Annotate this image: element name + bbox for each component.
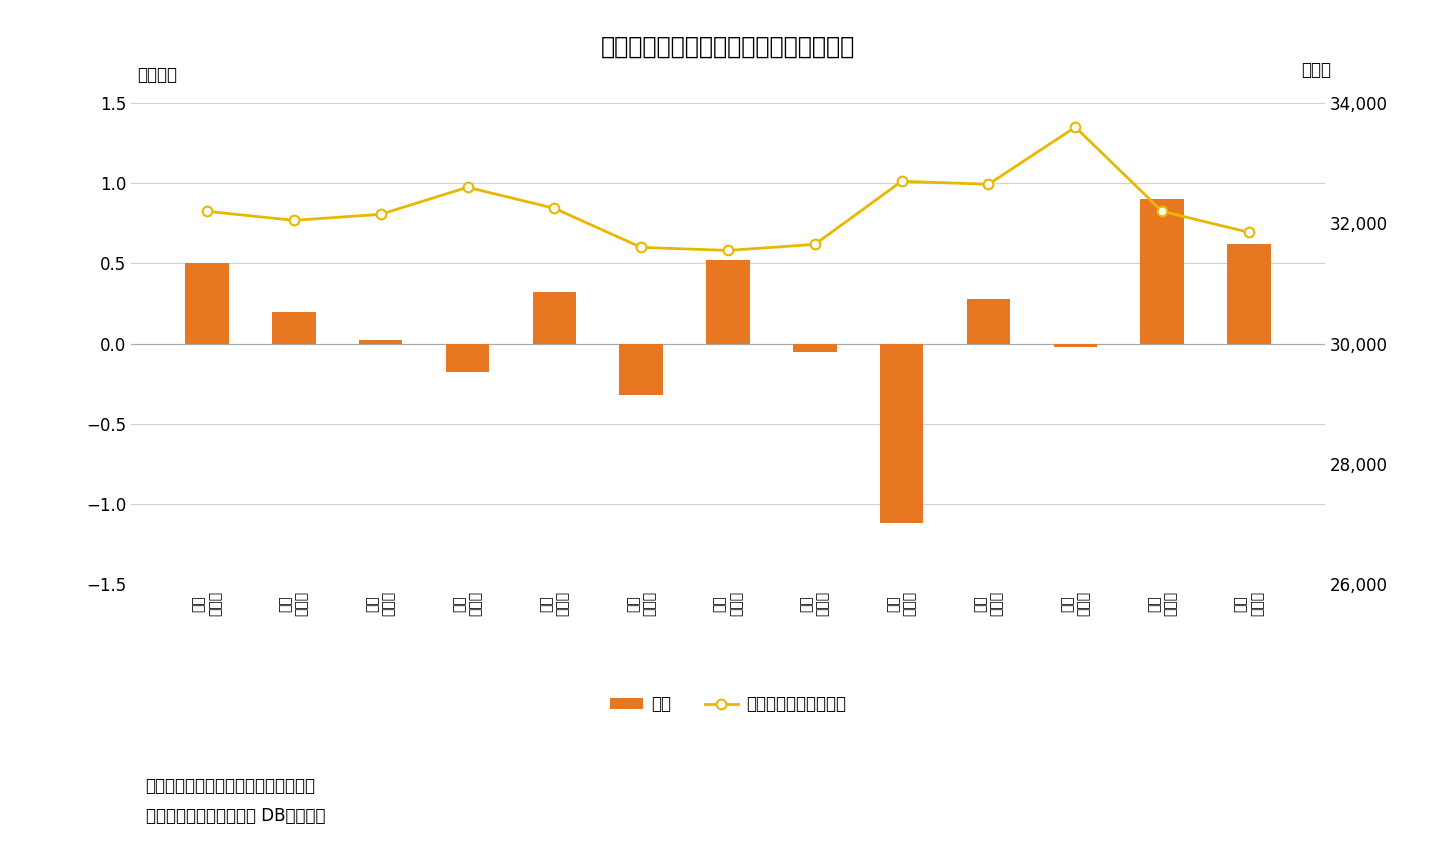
日経平均株価（右軸）: [1241, 228, 1258, 238]
日経平均株価（右軸）: [285, 216, 303, 226]
Bar: [967, 299, 1010, 344]
日経平均株価（右軸）: [807, 240, 824, 250]
Bar: [1227, 244, 1271, 344]
Text: 図表３　個人は特に９月下旬に買い越し: 図表３ 個人は特に９月下旬に買い越し: [601, 34, 855, 58]
日経平均株価（右軸）: [459, 182, 476, 192]
Bar: [706, 260, 750, 344]
Bar: [619, 344, 662, 395]
Bar: [879, 344, 923, 523]
Line: 日経平均株価（右軸）: 日経平均株価（右軸）: [202, 122, 1254, 255]
Bar: [1054, 344, 1096, 347]
Bar: [794, 344, 837, 351]
日経平均株価（右軸）: [1067, 122, 1085, 132]
Bar: [272, 312, 316, 344]
Bar: [360, 340, 402, 344]
Text: 〈兆円〉: 〈兆円〉: [137, 66, 178, 84]
日経平均株価（右軸）: [893, 176, 910, 186]
Bar: [1140, 199, 1184, 344]
日経平均株価（右軸）: [198, 206, 215, 216]
日経平均株価（右軸）: [719, 246, 737, 256]
Text: （注）個人の現物と先物の合計、週次: （注）個人の現物と先物の合計、週次: [146, 777, 316, 795]
日経平均株価（右軸）: [546, 204, 563, 214]
日経平均株価（右軸）: [1153, 206, 1171, 216]
Bar: [185, 264, 229, 344]
Legend: 個人, 日経平均株価（右軸）: 個人, 日経平均株価（右軸）: [603, 689, 853, 720]
Text: （資料）ニッセイ基礎研 DBから作成: （資料）ニッセイ基礎研 DBから作成: [146, 807, 325, 825]
Bar: [446, 344, 489, 373]
Text: 〈円〉: 〈円〉: [1302, 61, 1331, 79]
Bar: [533, 292, 577, 344]
日経平均株価（右軸）: [980, 180, 997, 190]
日経平均株価（右軸）: [632, 242, 649, 253]
日経平均株価（右軸）: [371, 210, 389, 220]
